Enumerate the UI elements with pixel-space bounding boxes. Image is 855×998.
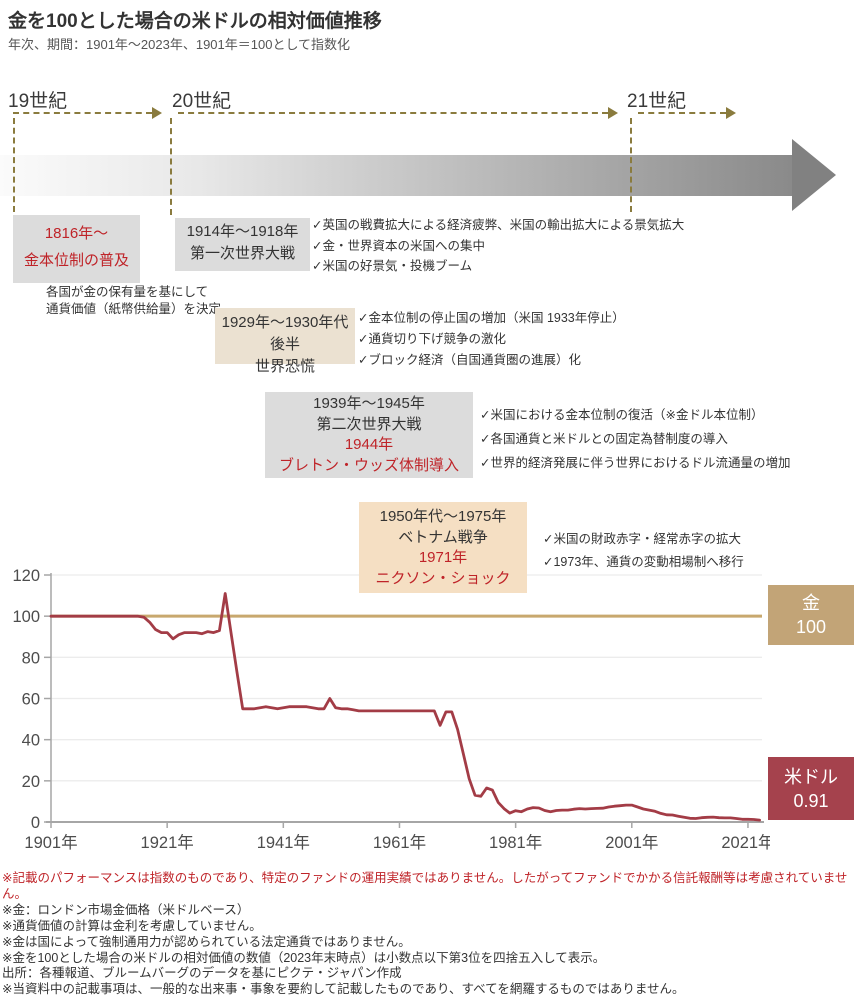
dashed-arrowhead-21c-icon (726, 107, 736, 119)
check-item: ✓世界的経済発展に伴う世界におけるドル流通量の増加 (480, 456, 791, 470)
event-1816-note: 各国が金の保有量を基にして 通貨価値（紙幣供給量）を決定 (46, 284, 221, 318)
footnote-line: ※金を100とした場合の米ドルの相対価値の数値（2023年末時点）は小数点以下第… (2, 950, 606, 965)
dashed-connector-1900 (170, 118, 172, 215)
footnote-line: 出所：各種報道、ブルームバーグのデータを基にピクテ・ジャパン作成 (2, 966, 402, 981)
event-depression-line1: 1929年～1930年代後半 (221, 314, 349, 353)
event-depression-checks: ✓金本位制の停止国の増加（米国 1933年停止） ✓通貨切り下げ競争の激化 ✓ブ… (358, 308, 625, 371)
event-nixon-line4: ニクソン・ショック (375, 569, 511, 587)
x-tick-label: 1921年 (141, 833, 194, 852)
dashed-arrowhead-20c-icon (608, 107, 618, 119)
page-title: 金を100とした場合の米ドルの相対価値推移 (8, 11, 382, 32)
footnote-line: ※当資料中の記載事項は、一般的な出来事・事象を要約して記載したものであり、すべて… (2, 982, 685, 997)
check-item: ✓通貨切り下げ競争の激化 (358, 332, 506, 346)
event-depression-line2: 世界恐慌 (254, 358, 315, 375)
event-box-1816: 1816年～ 金本位制の普及 (13, 215, 140, 283)
y-tick-label: 100 (12, 608, 40, 626)
event-box-depression: 1929年～1930年代後半 世界恐慌 (215, 308, 355, 375)
y-tick-label: 120 (12, 567, 40, 585)
check-item: ✓米国の好景気・投機ブーム (312, 259, 473, 273)
dashed-arrowhead-19c-icon (152, 107, 162, 119)
page-subtitle: 年次、期間：1901年～2023年、1901年＝100として指数化 (8, 37, 351, 52)
time-arrow-head-icon (792, 139, 836, 211)
event-nixon-line1: 1950年代～1975年 (379, 508, 507, 525)
event-1816-line2: 金本位制の普及 (23, 252, 129, 269)
footnote-line: ※記載のパフォーマンスは指数のものであり、特定のファンドの運用実績ではありません… (2, 871, 848, 901)
footnote-line: ※通貨価値の計算は金利を考慮していません。 (2, 918, 262, 933)
legend-gold-value: 100 (795, 617, 827, 637)
dashed-arrow-21c (638, 112, 726, 114)
x-tick-label: 2001年 (605, 833, 658, 852)
legend-usd: 米ドル 0.91 (768, 757, 854, 820)
dashed-connector-2000 (630, 118, 632, 212)
y-tick-label: 60 (22, 691, 40, 709)
dashed-arrow-20c (178, 112, 608, 114)
y-tick-label: 80 (22, 649, 40, 667)
event-ww1-line2: 第一次世界大戦 (189, 245, 295, 262)
event-ww2-checks: ✓米国における金本位制の復活（※金ドル本位制） ✓各国通貨と米ドルとの固定為替制… (480, 403, 790, 475)
x-tick-label: 1961年 (373, 833, 426, 852)
relative-value-chart: 0 20 40 60 80 100 120 1901年 1921年 1941年 1961年 1981年… (12, 567, 770, 852)
event-1816-note-line2: 通貨価値（紙幣供給量）を決定 (46, 302, 222, 316)
event-nixon-line3: 1971年 (418, 549, 468, 566)
century-label-19: 19世紀 (8, 91, 68, 112)
check-item: ✓英国の戦費拡大による経済疲弊、米国の輸出拡大による景気拡大 (312, 218, 685, 232)
century-label-20: 20世紀 (172, 91, 232, 112)
check-item: ✓米国の財政赤字・経常赤字の拡大 (543, 532, 741, 546)
legend-usd-label: 米ドル (784, 766, 838, 787)
y-tick-label: 0 (31, 814, 40, 832)
check-item: ✓金本位制の停止国の増加（米国 1933年停止） (358, 311, 625, 325)
legend-usd-value: 0.91 (793, 790, 829, 811)
event-1816-line1: 1816年～ (44, 225, 109, 242)
legend-gold-label: 金 (802, 593, 820, 613)
event-box-ww1: 1914年～1918年 第一次世界大戦 (175, 218, 310, 271)
dashed-connector-1816 (13, 118, 15, 212)
x-tick-label: 1941年 (257, 833, 310, 852)
event-box-ww2: 1939年～1945年 第二次世界大戦 1944年 ブレトン・ウッズ体制導入 (265, 392, 473, 478)
event-1816-note-line1: 各国が金の保有量を基にして (46, 285, 209, 299)
event-nixon-checks: ✓米国の財政赤字・経常赤字の拡大 ✓1973年、通貨の変動相場制へ移行 (543, 528, 744, 574)
event-ww1-line1: 1914年～1918年 (186, 223, 299, 240)
event-box-nixon: 1950年代～1975年 ベトナム戦争 1971年 ニクソン・ショック (359, 502, 527, 593)
usd-line (49, 592, 761, 822)
footnote-line: ※金は国によって強制通用力が認められている法定通貨ではありません。 (2, 934, 411, 949)
event-ww2-line3: 1944年 (344, 436, 394, 453)
footnotes: ※記載のパフォーマンスは指数のものであり、特定のファンドの運用実績ではありません… (2, 871, 855, 998)
event-ww1-checks: ✓英国の戦費拡大による経済疲弊、米国の輸出拡大による景気拡大 ✓金・世界資本の米… (312, 215, 684, 277)
x-tick-label: 1981年 (489, 833, 542, 852)
footnote-line: ※金：ロンドン市場金価格（米ドルベース） (2, 902, 250, 917)
time-arrow-body (0, 155, 792, 196)
event-nixon-line2: ベトナム戦争 (398, 528, 488, 546)
check-item: ✓ブロック経済（自国通貨圏の進展）化 (358, 353, 581, 367)
event-ww2-line4: ブレトン・ウッズ体制導入 (278, 456, 459, 474)
event-ww2-line2: 第二次世界大戦 (316, 415, 422, 433)
check-item: ✓1973年、通貨の変動相場制へ移行 (543, 555, 744, 569)
dashed-arrow-19c (13, 112, 152, 114)
legend-gold: 金 100 (768, 585, 854, 645)
y-tick-label: 20 (22, 773, 40, 791)
century-label-21: 21世紀 (627, 91, 687, 112)
x-tick-label: 1901年 (24, 833, 77, 852)
x-tick-label: 2021年 (721, 833, 770, 852)
check-item: ✓各国通貨と米ドルとの固定為替制度の導入 (480, 432, 728, 446)
check-item: ✓米国における金本位制の復活（※金ドル本位制） (480, 408, 764, 422)
check-item: ✓金・世界資本の米国への集中 (312, 238, 485, 253)
y-tick-label: 40 (22, 732, 40, 750)
event-ww2-line1: 1939年～1945年 (313, 395, 425, 412)
